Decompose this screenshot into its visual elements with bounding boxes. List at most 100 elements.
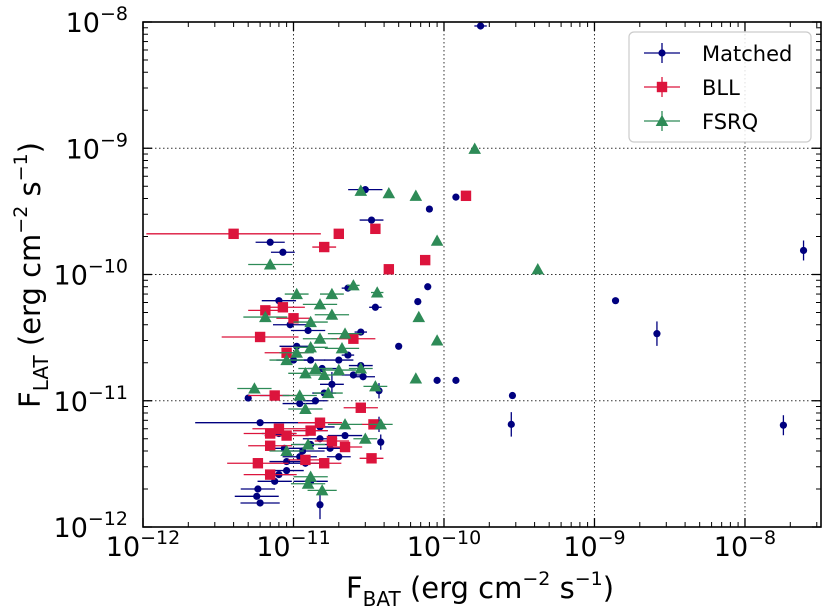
bll-marker: [254, 331, 266, 343]
fsrq-point: [347, 279, 360, 291]
bll-marker: [319, 241, 330, 253]
y-tick-exponent: −8: [100, 3, 128, 25]
matched-marker: [395, 342, 403, 350]
bll-point: [314, 435, 350, 447]
fsrq-point: [382, 186, 396, 199]
y-tick-base: 10: [66, 134, 100, 165]
x-axis-title-unit-a: (erg cm: [401, 571, 523, 605]
bll-point: [333, 228, 344, 240]
legend-bll-label: BLL: [702, 76, 740, 100]
legend-box: [628, 31, 812, 143]
fsrq-point: [327, 418, 363, 430]
matched-marker: [452, 193, 460, 201]
bll-point: [221, 331, 299, 343]
fsrq-point: [298, 362, 333, 374]
fsrq-marker: [374, 418, 388, 430]
matched-point: [414, 298, 422, 306]
y-axis-title-unit-b: s: [13, 181, 47, 205]
matched-marker: [508, 391, 517, 400]
fsrq-marker: [382, 186, 396, 199]
matched-point: [282, 399, 317, 408]
fsrq-marker: [317, 368, 331, 381]
fsrq-point: [368, 418, 393, 430]
y-tick-exponent: −12: [88, 508, 128, 530]
fsrq-marker: [321, 386, 335, 399]
x-tick-exponent: −11: [291, 527, 331, 549]
y-tick-label: 10−10: [54, 256, 128, 292]
bll-marker: [355, 402, 366, 413]
fsrq-marker: [248, 382, 261, 394]
matched-point: [369, 303, 382, 311]
x-tick-labels: 10−12 10−11 10−10 10−9 10−8: [106, 527, 776, 563]
fsrq-marker: [315, 484, 329, 496]
fsrq-marker: [412, 310, 426, 323]
fsrq-point: [409, 189, 423, 201]
bll-point: [359, 453, 384, 464]
bll-marker: [273, 423, 285, 434]
bll-point: [260, 302, 305, 313]
bll-marker: [264, 428, 276, 439]
matched-marker: [283, 457, 291, 466]
series-bll: [146, 190, 472, 480]
bll-point: [307, 458, 342, 469]
x-tick-label: 10−12: [106, 527, 180, 563]
fsrq-point: [370, 286, 384, 298]
legend-matched-label: Matched: [702, 42, 792, 66]
matched-point: [377, 434, 385, 450]
x-tick-base: 10: [563, 532, 597, 563]
bll-point: [288, 454, 323, 466]
legend-item-matched: Matched: [644, 42, 792, 66]
y-axis-title-sub: LAT: [29, 355, 53, 392]
x-tick-label: 10−10: [407, 527, 481, 563]
fsrq-point: [293, 341, 328, 353]
matched-point: [351, 373, 375, 381]
matched-marker: [371, 303, 379, 311]
bll-point: [243, 469, 297, 480]
matched-point: [653, 321, 661, 346]
legend-item-fsrq: FSRQ: [644, 110, 758, 134]
fsrq-point: [409, 372, 423, 384]
matched-marker: [335, 453, 343, 461]
bll-marker: [281, 430, 292, 441]
matched-point: [326, 453, 351, 461]
y-tick-label: 10−8: [66, 3, 128, 39]
fsrq-point: [302, 332, 338, 344]
bll-marker: [260, 305, 271, 316]
y-axis-title-unit-a: (erg cm: [13, 234, 47, 356]
x-tick-base: 10: [256, 532, 290, 563]
matched-point: [240, 485, 276, 493]
axis-ticks: [142, 21, 821, 528]
x-tick-label: 10−8: [714, 527, 776, 563]
y-tick-label: 10−12: [54, 508, 128, 544]
fsrq-marker: [369, 380, 382, 392]
x-tick-label: 10−11: [256, 527, 330, 563]
bll-point: [327, 441, 363, 453]
x-tick-exponent: −9: [598, 527, 626, 549]
bll-point: [146, 228, 321, 240]
bll-marker: [300, 454, 311, 466]
x-tick-exponent: −8: [748, 527, 776, 549]
fsrq-marker: [409, 372, 423, 384]
bll-point: [370, 223, 381, 235]
bll-point: [293, 425, 328, 436]
legend: Matched BLL FSRQ: [628, 31, 812, 143]
matched-point: [452, 376, 460, 384]
series-fsrq: [237, 142, 545, 496]
fsrq-marker: [290, 287, 303, 300]
x-axis-title: FBAT (erg cm−2 s−1): [346, 568, 614, 611]
x-axis-title-exp-b: −1: [575, 568, 603, 590]
fsrq-marker: [301, 477, 315, 489]
matched-point: [799, 240, 808, 261]
bll-marker: [305, 425, 316, 436]
y-tick-exponent: −11: [88, 382, 128, 404]
fsrq-point: [293, 315, 328, 328]
bll-point: [460, 190, 472, 202]
fsrq-marker: [338, 418, 352, 430]
fsrq-marker: [263, 258, 277, 270]
fsrq-point: [302, 298, 338, 310]
matched-marker: [254, 485, 262, 493]
matched-marker: [266, 238, 274, 246]
fsrq-marker: [280, 353, 293, 366]
matched-point: [303, 397, 328, 405]
